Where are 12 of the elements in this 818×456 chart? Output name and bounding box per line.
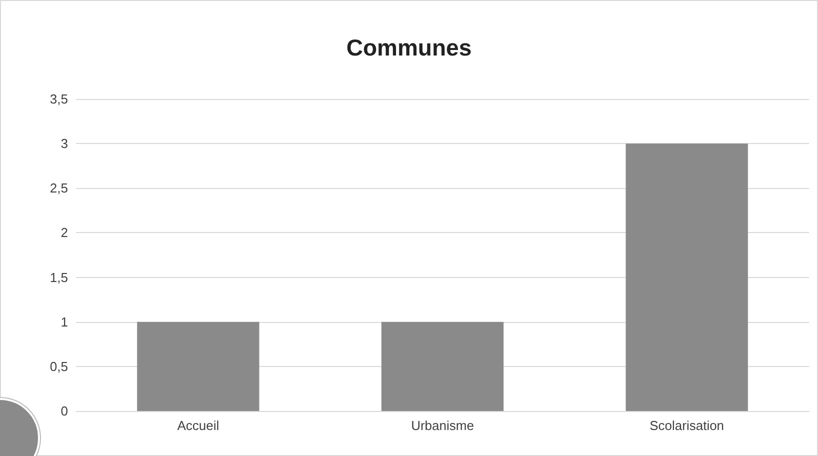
y-tick-label: 1 xyxy=(60,314,68,330)
y-tick-label: 0 xyxy=(60,404,68,418)
y-tick-label: 3 xyxy=(60,136,68,152)
y-tick-label: 2 xyxy=(60,225,68,240)
x-tick-label: Scolarisation xyxy=(650,418,724,433)
x-tick-label: Accueil xyxy=(177,418,220,433)
x-tick-label: Urbanisme xyxy=(411,418,474,433)
y-tick-label: 0,5 xyxy=(50,358,68,374)
y-tick-label: 1,5 xyxy=(50,270,68,285)
y-tick-label: 2,5 xyxy=(50,180,68,196)
y-tick-label: 3,5 xyxy=(50,92,68,106)
chart-title: Communes xyxy=(346,34,472,60)
